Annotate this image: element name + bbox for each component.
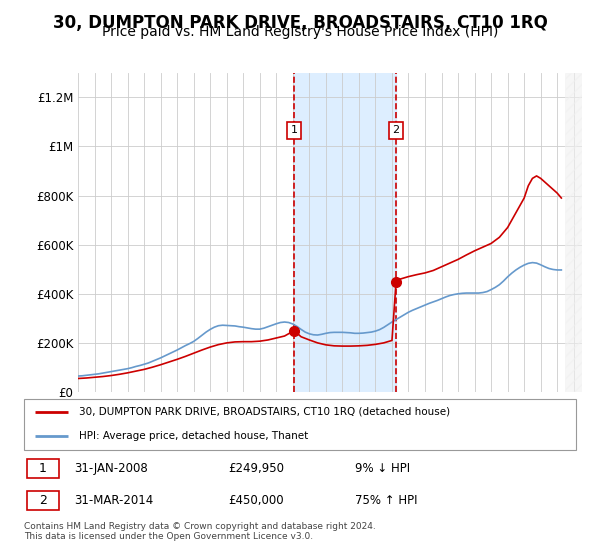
FancyBboxPatch shape <box>24 399 576 450</box>
Text: £450,000: £450,000 <box>228 494 284 507</box>
Text: 1: 1 <box>39 462 47 475</box>
Text: Contains HM Land Registry data © Crown copyright and database right 2024.
This d: Contains HM Land Registry data © Crown c… <box>24 522 376 542</box>
Text: £249,950: £249,950 <box>228 462 284 475</box>
Text: 2: 2 <box>39 494 47 507</box>
Text: 30, DUMPTON PARK DRIVE, BROADSTAIRS, CT10 1RQ: 30, DUMPTON PARK DRIVE, BROADSTAIRS, CT1… <box>53 14 547 32</box>
Text: Price paid vs. HM Land Registry's House Price Index (HPI): Price paid vs. HM Land Registry's House … <box>102 25 498 39</box>
Text: HPI: Average price, detached house, Thanet: HPI: Average price, detached house, Than… <box>79 431 308 441</box>
FancyBboxPatch shape <box>27 491 59 510</box>
Bar <box>565 73 582 392</box>
Bar <box>294 73 396 392</box>
Text: 31-MAR-2014: 31-MAR-2014 <box>74 494 153 507</box>
Text: 2: 2 <box>392 125 400 136</box>
Text: 1: 1 <box>290 125 298 136</box>
Text: 9% ↓ HPI: 9% ↓ HPI <box>355 462 410 475</box>
Text: 75% ↑ HPI: 75% ↑ HPI <box>355 494 418 507</box>
Text: 30, DUMPTON PARK DRIVE, BROADSTAIRS, CT10 1RQ (detached house): 30, DUMPTON PARK DRIVE, BROADSTAIRS, CT1… <box>79 407 451 417</box>
FancyBboxPatch shape <box>27 459 59 478</box>
Text: 31-JAN-2008: 31-JAN-2008 <box>74 462 148 475</box>
